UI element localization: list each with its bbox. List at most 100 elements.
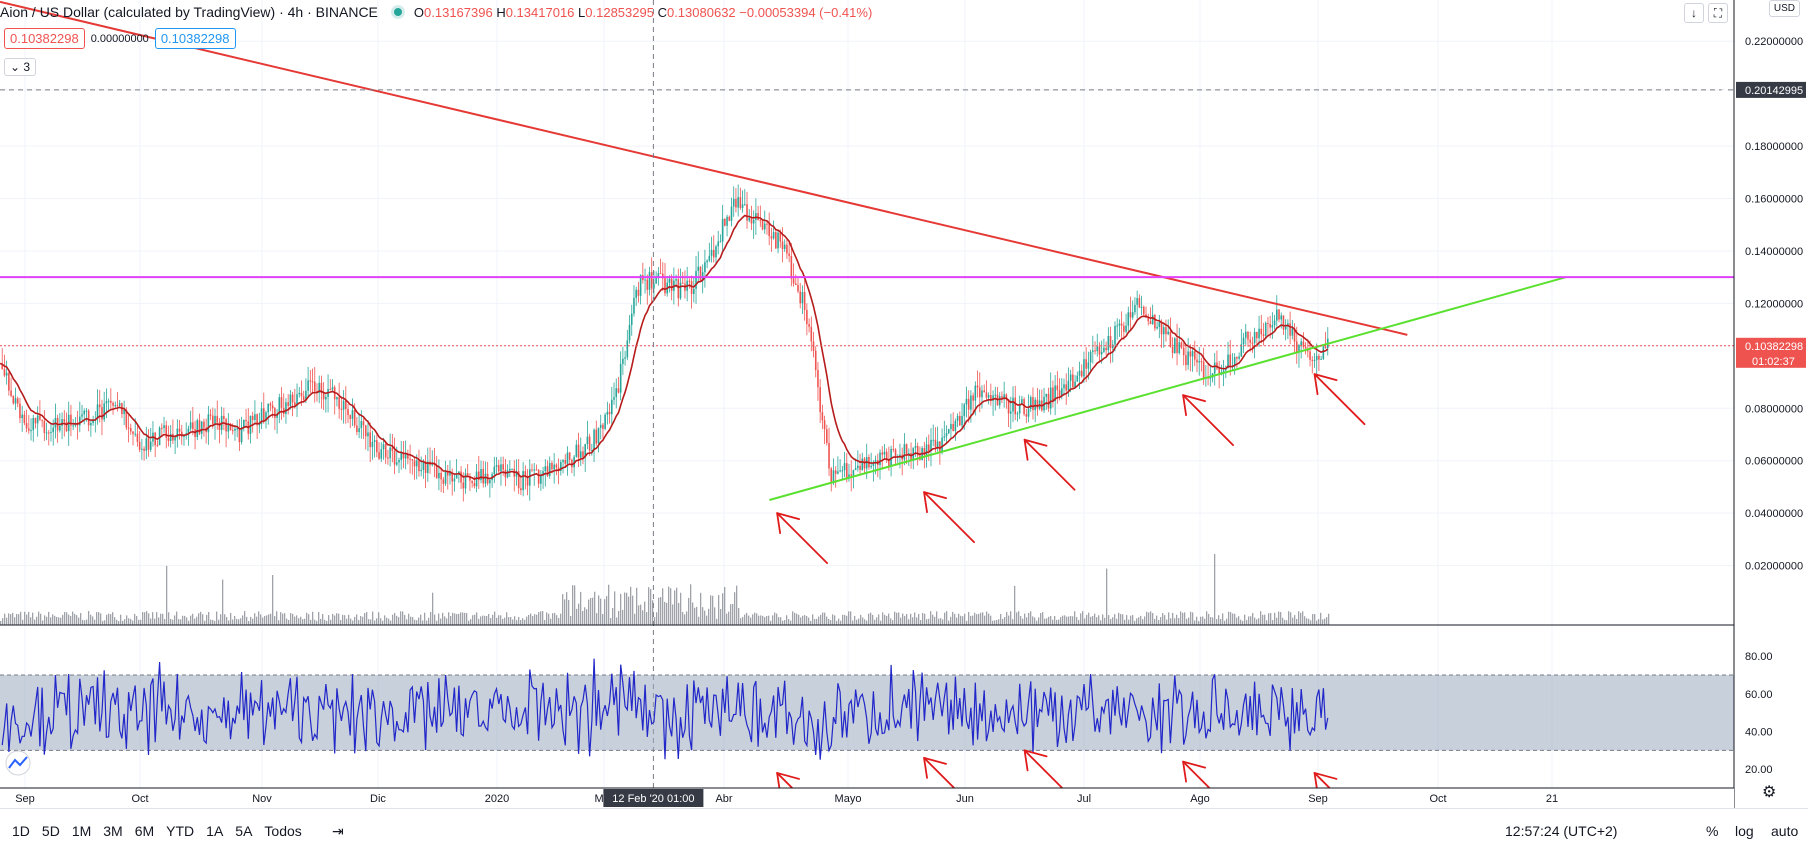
volume-bar [612,607,614,625]
volume-bar [484,615,486,625]
period-5d[interactable]: 5D [41,823,60,839]
volume-bar [410,616,412,625]
volume-bar [498,615,500,625]
chart-canvas[interactable]: 0.22000000 0.18000000 0.16000000 0.14000000… [0,0,1808,808]
volume-bar [854,615,856,625]
period-1m[interactable]: 1M [71,823,92,839]
volume-bar [368,619,370,625]
candle-body [1180,342,1183,348]
candle-body [14,398,17,404]
settings-gear-icon[interactable]: ⚙ [1762,784,1777,801]
candle-body [522,471,524,491]
volume-bar [124,619,126,625]
volume-bar [692,602,694,625]
log-toggle[interactable]: log [1735,823,1754,839]
candle-body [1171,346,1174,353]
candle-body [495,465,498,467]
candle-body [455,473,458,479]
spread-value: 0.00000000 [90,32,149,45]
volume-bar [662,588,664,625]
goto-date-icon[interactable]: ⇥ [332,823,344,839]
candle-body [1287,323,1289,326]
volume-bar [1022,618,1024,625]
volume-bar [478,618,480,625]
volume-bar [326,620,328,625]
volume-bar [856,619,858,625]
candle-body [843,463,846,471]
candle-body [320,382,323,394]
candle-body [562,459,564,463]
percent-toggle[interactable]: % [1706,823,1719,839]
volume-bar [462,612,464,625]
volume-bar [884,614,886,625]
volume-bar [404,614,406,625]
volume-bar [324,619,326,625]
volume-bar [1200,616,1202,625]
volume-bar [738,607,740,625]
volume-bar [32,612,34,625]
volume-bar [988,613,990,625]
buy-price-badge[interactable]: 0.10382298 [154,28,236,49]
candle-body [903,444,906,460]
candle-body [1311,359,1314,361]
candle-body [515,471,518,477]
volume-bar [994,620,996,625]
candle-body [114,405,117,407]
period-6m[interactable]: 6M [134,823,155,839]
time-axis-bg [0,788,1734,808]
volume-bar [156,612,158,625]
volume-bar [1234,613,1236,625]
symbol-title[interactable]: Aion / US Dollar (calculated by TradingV… [0,4,378,20]
volume-bar [152,612,154,625]
volume-bar [986,611,988,625]
currency-button[interactable]: USD [1768,0,1800,17]
volume-bar [632,595,634,625]
volume-bar [1320,612,1322,625]
candle-body [1202,361,1205,379]
period-1d[interactable]: 1D [12,823,30,839]
indicators-toggle-button[interactable]: ⌄ 3 [4,58,37,76]
volume-bar [736,585,738,625]
volume-bar [1084,618,1086,625]
period-all[interactable]: Todos [264,823,302,839]
period-3m[interactable]: 3M [103,823,123,839]
volume-bar [1140,615,1142,625]
candle-series [1,184,1329,502]
volume-bar [890,618,892,625]
period-1a[interactable]: 1A [206,823,224,839]
candle-body [196,420,199,438]
candle-body [850,474,852,476]
volume-bar [514,616,516,625]
volume-bar [694,607,696,625]
candle-body [489,479,491,484]
candle-body [116,405,119,407]
period-ytd[interactable]: YTD [166,823,195,839]
volume-bar [954,613,956,625]
period-5a[interactable]: 5A [235,823,253,839]
candle-body [1116,325,1118,327]
volume-bar [598,595,600,625]
candle-body [1167,331,1169,335]
volume-bar [1000,614,1002,625]
candle-body [548,462,551,476]
fullscreen-icon[interactable]: ⛶ [1708,3,1728,23]
volume-bar [1306,618,1308,625]
volume-bar [336,613,338,625]
open-value: 0.13167396 [424,4,493,20]
candle-body [462,482,465,489]
sell-price-badge[interactable]: 0.10382298 [4,28,85,49]
volume-bar [1176,614,1178,625]
volume-bar [970,615,972,625]
auto-toggle[interactable]: auto [1771,823,1799,839]
price-tick-label: 0.12000000 [1745,298,1803,310]
candle-body [234,428,236,431]
candle-body [1309,351,1311,360]
candle-body [393,450,396,465]
candle-body [267,403,270,413]
volume-bar [628,596,630,625]
volume-bar [16,614,18,625]
download-icon[interactable]: ↓ [1684,3,1704,23]
candle-body [158,427,161,446]
volume-bar [936,611,938,625]
clock-timezone[interactable]: 12:57:24 (UTC+2) [1505,823,1618,839]
